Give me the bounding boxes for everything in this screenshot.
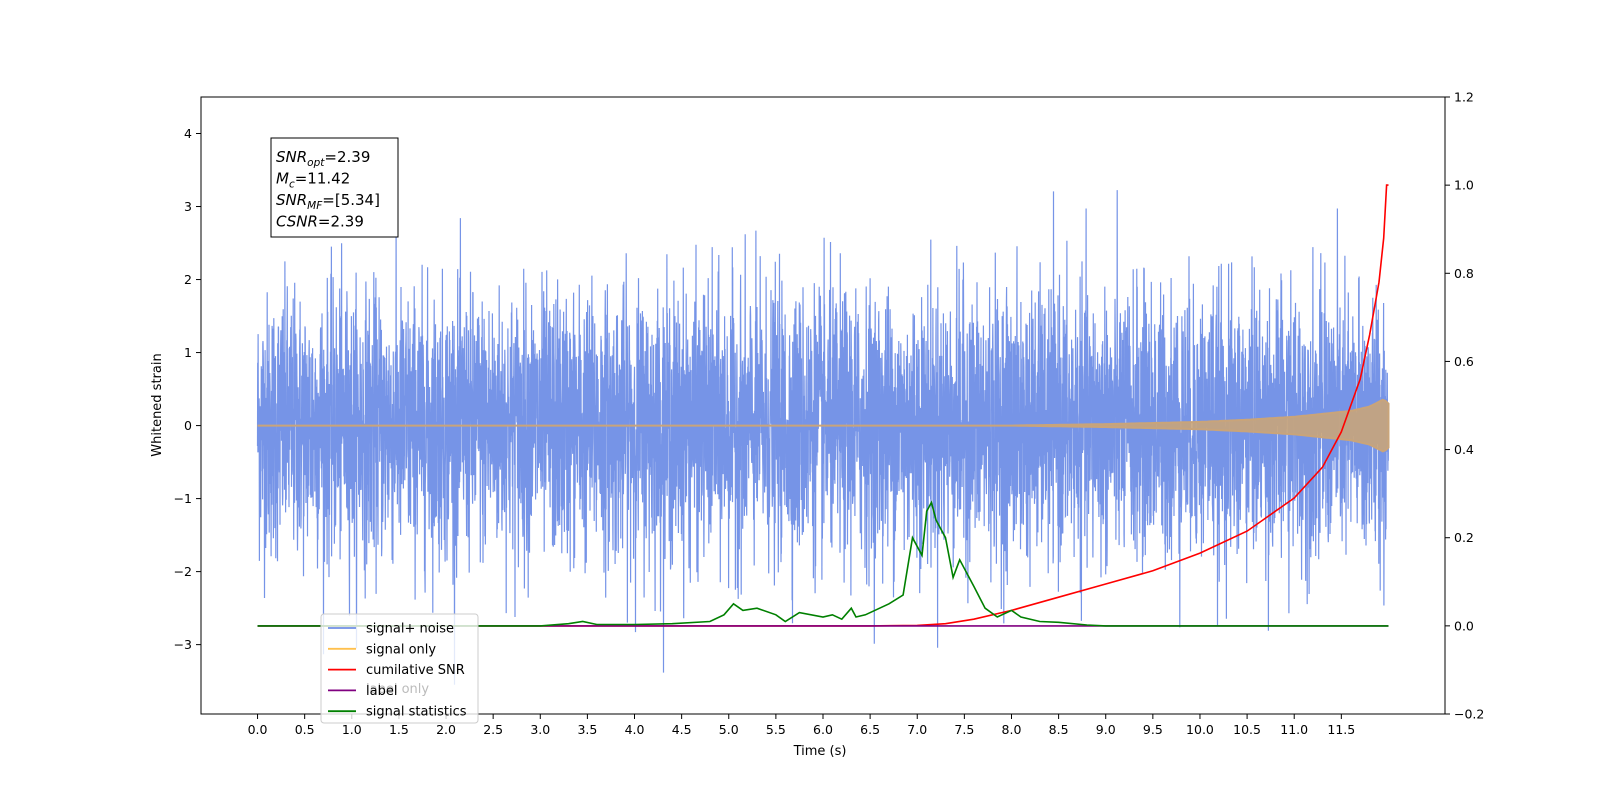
x-tick-label: 8.0	[1002, 722, 1022, 737]
x-tick-label: 7.5	[954, 722, 974, 737]
plot-area	[256, 184, 1390, 685]
x-tick-label: 10.0	[1186, 722, 1214, 737]
legend-frame	[320, 613, 479, 724]
y-right-tick-label: 0.0	[1454, 618, 1474, 633]
legend-label: signal+ noise	[366, 622, 454, 637]
x-tick-label: 7.0	[907, 722, 927, 737]
series-line-cumulative-snr	[257, 184, 1389, 627]
x-tick-label: 5.5	[766, 722, 786, 737]
x-tick-label: 5.0	[719, 722, 739, 737]
stats-line: Mc=11.42	[276, 170, 350, 191]
x-tick-label: 0.0	[248, 722, 268, 737]
legend-label: signal only	[366, 642, 436, 657]
y-axis-left: 4 3 2 1 0 −1 −2 −3	[174, 126, 201, 652]
stats-line: SNRMF=[5.34]	[276, 191, 380, 212]
y-right-tick-label: 1.2	[1454, 90, 1474, 105]
x-tick-label: 1.0	[342, 722, 362, 737]
x-tick-label: 3.5	[577, 722, 597, 737]
x-tick-label: 10.5	[1233, 722, 1261, 737]
x-tick-label: 2.5	[483, 722, 503, 737]
x-tick-label: 3.0	[530, 722, 550, 737]
y-left-tick-label: 2	[184, 272, 192, 287]
x-tick-label: 6.0	[813, 722, 833, 737]
x-tick-label: 11.5	[1327, 722, 1355, 737]
y-right-tick-label: 0.2	[1454, 530, 1474, 545]
legend-label: cumilative SNR	[366, 663, 465, 678]
x-tick-label: 0.5	[295, 722, 315, 737]
x-tick-label: 1.5	[389, 722, 409, 737]
x-tick-label: 9.0	[1096, 722, 1116, 737]
legend-overlapped-text: label only	[366, 682, 429, 697]
x-tick-label: 6.5	[860, 722, 880, 737]
y-right-tick-label: 0.8	[1454, 266, 1474, 281]
x-axis-label: Time (s)	[793, 744, 847, 759]
stats-line: SNRopt=2.39	[276, 148, 370, 169]
legend-label: label	[366, 684, 397, 699]
y-right-tick-label: 1.0	[1454, 178, 1474, 193]
x-tick-label: 11.0	[1280, 722, 1308, 737]
series-signal-only	[257, 398, 1390, 453]
legend-items: signal+ noise signal only cumilative SNR la…	[328, 622, 467, 720]
y-left-tick-label: 3	[184, 199, 192, 214]
legend: label only signal+ noise signal only cumil…	[320, 613, 479, 724]
y-left-tick-label: −1	[174, 491, 192, 506]
stats-line: CSNR=2.39	[276, 213, 364, 231]
y-left-tick-label: 1	[184, 345, 192, 360]
x-tick-label: 4.0	[625, 722, 645, 737]
x-tick-label: 2.0	[436, 722, 456, 737]
y-axis-right: 1.2 1.0 0.8 0.6 0.4 0.2 0.0 −0.2	[1445, 90, 1484, 722]
y-right-tick-label: 0.6	[1454, 354, 1474, 369]
y-left-tick-label: 0	[184, 418, 192, 433]
signal-only-band	[257, 398, 1390, 453]
x-axis: 0.0 0.5 1.0 1.5 2.0 2.5 3.0 3.5 4.0 4.5 5.0 5.5 6.0 6…	[248, 714, 1355, 737]
x-tick-label: 9.5	[1143, 722, 1163, 737]
y-left-tick-label: 4	[184, 126, 192, 141]
y-right-tick-label: 0.4	[1454, 442, 1474, 457]
y-right-tick-label: −0.2	[1454, 707, 1484, 722]
legend-label: signal statistics	[366, 705, 467, 720]
series-line-signal-noise	[256, 190, 1390, 685]
y-left-tick-label: −3	[174, 637, 192, 652]
x-tick-label: 8.5	[1049, 722, 1069, 737]
stats-box-frame	[270, 137, 399, 238]
series-line-signal-statistics	[257, 500, 1389, 627]
y-axis-label-left: Whitened strain	[150, 353, 165, 456]
y-left-tick-label: −2	[174, 564, 192, 579]
x-tick-label: 4.5	[672, 722, 692, 737]
